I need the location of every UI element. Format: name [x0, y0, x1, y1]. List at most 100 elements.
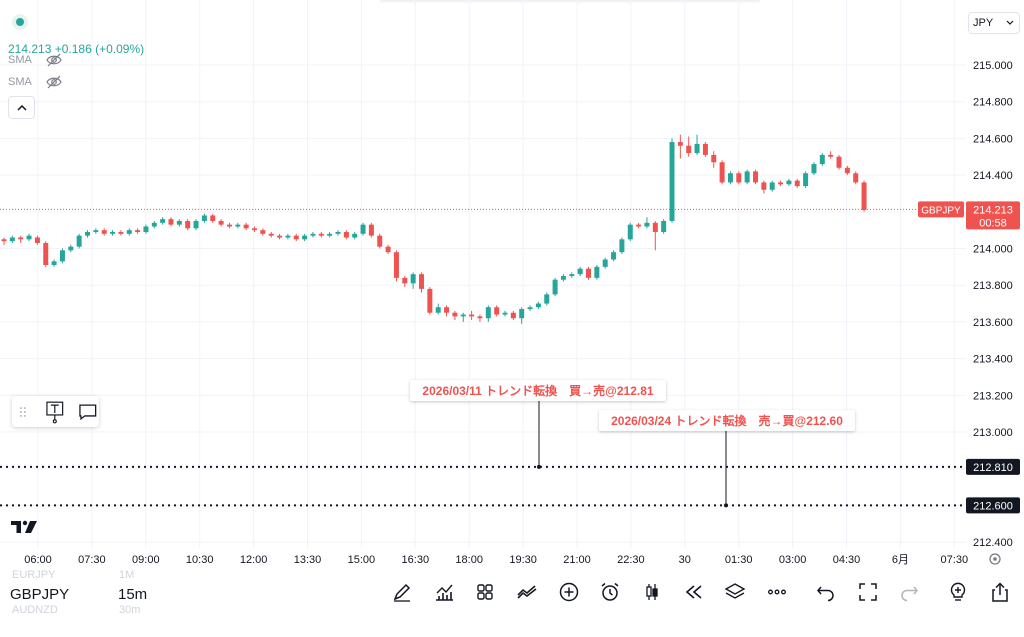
- candle-body: [193, 220, 199, 229]
- grid-icon: [477, 584, 493, 600]
- symbol-current[interactable]: GBPJPY: [10, 586, 70, 603]
- symbol-prev[interactable]: EURJPY: [12, 569, 56, 581]
- y-tick-label: 214.000: [973, 244, 1013, 256]
- candle-body: [619, 239, 625, 253]
- candle-body: [803, 173, 809, 187]
- legend-collapse-button[interactable]: [8, 96, 35, 119]
- ideas-button[interactable]: [946, 580, 970, 604]
- annotation-label-1[interactable]: 2026/03/11 トレンド転換 買→売@212.81: [410, 380, 666, 401]
- candle-body: [68, 246, 74, 251]
- candle-body: [268, 233, 274, 236]
- undo-icon: [817, 586, 834, 602]
- candle-body: [727, 173, 733, 183]
- indicator-row-2[interactable]: SMA: [8, 75, 62, 89]
- candle-body: [711, 154, 717, 163]
- candle-body: [435, 307, 441, 313]
- comment-icon[interactable]: [77, 402, 99, 422]
- x-tick-label: 12:00: [240, 554, 268, 566]
- candle-body: [218, 220, 224, 225]
- redo-button[interactable]: [897, 580, 921, 604]
- candle-body: [360, 224, 366, 234]
- symbol-next[interactable]: AUDNZD: [12, 604, 58, 616]
- candle-body: [1, 239, 7, 242]
- candle-body: [861, 182, 867, 210]
- candle-body: [76, 235, 82, 247]
- price-chart[interactable]: 215.000214.800214.600214.400214.200214.0…: [0, 0, 1024, 566]
- alert-button[interactable]: [598, 580, 622, 604]
- share-button[interactable]: [988, 580, 1012, 604]
- candle-body: [59, 250, 65, 262]
- candle-body: [185, 220, 191, 229]
- currency-label: JPY: [973, 17, 994, 29]
- chart-type-button[interactable]: [640, 580, 664, 604]
- drag-handle-icon[interactable]: [18, 405, 28, 419]
- replay-button[interactable]: [682, 580, 706, 604]
- candle-body: [402, 277, 408, 284]
- x-tick-label: 15:00: [348, 554, 376, 566]
- add-symbol-button[interactable]: [557, 580, 581, 604]
- candle-body: [126, 230, 132, 234]
- candle-body: [93, 230, 99, 232]
- candle-body: [176, 220, 182, 225]
- top-handle-shadow: [380, 0, 760, 4]
- timeframe-next[interactable]: 30m: [119, 604, 141, 616]
- pen-icon: [393, 583, 411, 602]
- share-icon: [992, 582, 1008, 602]
- annotation-label-2[interactable]: 2026/03/24 トレンド転換 売→買@212.60: [599, 410, 855, 431]
- candle-body: [853, 173, 859, 183]
- lightbulb-plus-icon: [950, 582, 966, 601]
- candle-body: [828, 154, 834, 157]
- candle-body: [419, 274, 424, 289]
- x-tick-label: 6月: [892, 554, 909, 566]
- x-tick-label: 07:30: [941, 554, 969, 566]
- rewind-icon: [685, 585, 702, 599]
- candle-body: [393, 252, 399, 278]
- more-dots-icon: [768, 589, 786, 595]
- candle-body: [819, 154, 825, 165]
- layouts-button[interactable]: [473, 580, 497, 604]
- eye-off-icon[interactable]: [46, 53, 62, 67]
- x-tick-label: 13:30: [294, 554, 322, 566]
- object-tree-button[interactable]: [723, 580, 747, 604]
- x-tick-label: 18:00: [455, 554, 483, 566]
- more-button[interactable]: [765, 580, 789, 604]
- legend-price-line: 214.213 +0.186 (+0.09%): [8, 42, 144, 56]
- candle-body: [285, 235, 291, 238]
- currency-select[interactable]: JPY: [968, 12, 1020, 34]
- x-tick-label: 04:30: [833, 554, 861, 566]
- fullscreen-button[interactable]: [856, 580, 880, 604]
- drawing-tools-button[interactable]: [390, 580, 414, 604]
- compare-button[interactable]: [515, 580, 539, 604]
- candle-body: [778, 182, 784, 185]
- layers-icon: [724, 583, 746, 599]
- timeframe-current[interactable]: 15m: [118, 586, 148, 603]
- undo-button[interactable]: [814, 580, 838, 604]
- x-tick-label: 10:30: [186, 554, 214, 566]
- candle-body: [736, 173, 742, 183]
- annotation-price-tag: [966, 497, 1020, 514]
- y-tick-label: 213.000: [973, 427, 1013, 439]
- candle-body: [602, 259, 608, 267]
- annotation-anchor: [724, 503, 728, 508]
- candle-body: [569, 274, 575, 277]
- settings-gear-icon[interactable]: [989, 553, 1001, 565]
- candle-body: [9, 237, 15, 242]
- indicator-row-1[interactable]: SMA: [8, 53, 62, 67]
- candle-body: [277, 235, 283, 238]
- candle-body: [719, 162, 725, 183]
- candle-body: [477, 316, 483, 319]
- candle-body: [769, 182, 775, 190]
- candle-body: [469, 314, 475, 317]
- timeframe-prev[interactable]: 1M: [119, 569, 135, 581]
- x-tick-label: 30: [679, 554, 691, 566]
- candle-body: [527, 307, 533, 310]
- y-tick-label: 214.400: [973, 170, 1013, 182]
- candle-body: [143, 226, 149, 232]
- indicators-button[interactable]: [432, 580, 456, 604]
- text-note-icon[interactable]: [44, 400, 66, 424]
- eye-off-icon[interactable]: [46, 75, 62, 89]
- symbol-tag-text: GBPJPY: [921, 205, 961, 216]
- annotation-price-text: 212.810: [973, 462, 1013, 474]
- redo-icon: [901, 586, 918, 602]
- y-tick-label: 213.600: [973, 317, 1013, 329]
